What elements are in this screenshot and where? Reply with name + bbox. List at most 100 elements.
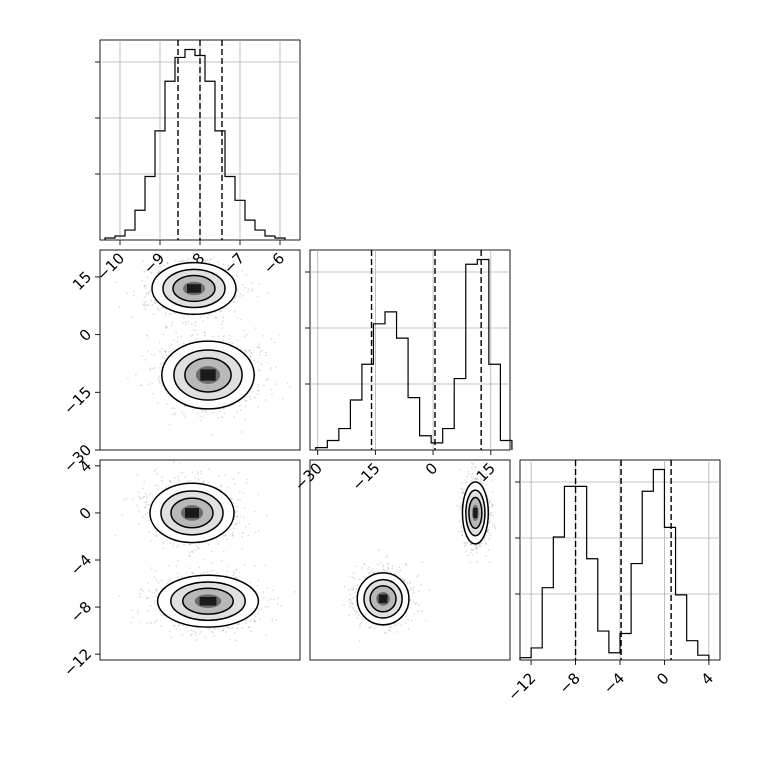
density-peak [187, 284, 201, 293]
sample-point [486, 531, 488, 533]
sample-point [238, 405, 241, 408]
sample-point [146, 622, 149, 625]
sample-point [225, 538, 228, 541]
sample-point [147, 494, 150, 497]
sample-point [368, 626, 371, 629]
sample-point [257, 405, 259, 408]
sample-point [424, 619, 427, 622]
sample-point [228, 341, 231, 344]
sample-point [195, 412, 198, 415]
sample-point [489, 534, 492, 537]
sample-point [259, 618, 261, 621]
sample-point [248, 523, 251, 525]
sample-point [266, 586, 269, 589]
sample-point [200, 630, 203, 633]
sample-point [224, 474, 226, 477]
sample-point [143, 285, 146, 287]
sample-point [475, 466, 477, 469]
sample-point [226, 570, 229, 573]
sample-point [153, 601, 156, 603]
sample-point [383, 569, 386, 572]
histogram-step [315, 258, 513, 450]
sample-point [144, 304, 147, 307]
sample-point [182, 342, 185, 345]
sample-point [144, 296, 147, 298]
sample-point [188, 551, 191, 554]
sample-point [149, 620, 152, 623]
sample-point [217, 335, 220, 338]
sample-point [470, 466, 473, 469]
sample-point [203, 331, 206, 334]
sample-point [234, 505, 237, 508]
sample-point [146, 276, 149, 278]
sample-point [168, 345, 171, 348]
sample-point [466, 475, 469, 478]
sample-point [206, 258, 209, 261]
sample-point [257, 493, 259, 496]
sample-point [138, 596, 141, 598]
sample-point [154, 570, 157, 573]
sample-point [195, 639, 198, 641]
sample-point [153, 260, 156, 263]
sample-point [243, 335, 246, 338]
sample-point [227, 626, 229, 629]
sample-point [373, 628, 376, 630]
sample-point [254, 615, 257, 618]
sample-point [232, 263, 235, 266]
sample-point [256, 295, 259, 298]
sample-point [172, 625, 175, 628]
sample-point [376, 563, 379, 566]
sample-point [254, 531, 257, 534]
sample-point [166, 582, 169, 584]
sample-point [211, 433, 214, 436]
sample-point [169, 578, 171, 581]
sample-point [154, 302, 157, 305]
sample-point [253, 619, 256, 621]
sample-point [237, 623, 239, 626]
sample-point [212, 570, 215, 573]
sample-point [474, 477, 477, 480]
sample-point [189, 480, 192, 482]
histogram-hist-p1 [305, 250, 513, 450]
sample-point [242, 531, 245, 534]
chart-marks: −10−9−8−7−6−30−15015−12−8−404150−15−3040… [60, 40, 720, 704]
sample-point [223, 335, 225, 338]
sample-point [347, 589, 350, 592]
sample-point [459, 496, 462, 499]
sample-point [166, 261, 169, 264]
sample-point [267, 599, 270, 602]
sample-point [263, 597, 265, 599]
sample-point [164, 350, 167, 352]
sample-point [195, 545, 198, 548]
sample-point [186, 260, 189, 263]
sample-point [253, 360, 255, 362]
sample-point [154, 595, 157, 598]
sample-point [242, 294, 245, 297]
sample-point [240, 531, 243, 534]
sample-point [483, 537, 486, 539]
sample-point [199, 415, 202, 418]
sample-point [237, 290, 240, 293]
sample-point [228, 338, 231, 341]
sample-point [188, 555, 191, 558]
sample-point [200, 470, 202, 473]
sample-point [477, 470, 479, 473]
sample-point [245, 622, 247, 625]
sample-point [157, 377, 160, 380]
sample-point [212, 335, 214, 338]
sample-point [257, 389, 260, 392]
sample-point [461, 482, 464, 485]
sample-point [157, 581, 160, 584]
sample-point [264, 351, 267, 354]
sample-point [237, 471, 240, 474]
sample-point [412, 586, 415, 589]
sample-point [141, 589, 144, 592]
sample-point [256, 360, 259, 363]
sample-point [459, 468, 462, 471]
sample-point [215, 316, 218, 319]
sample-point [489, 512, 492, 515]
sample-point [182, 316, 185, 319]
sample-point [266, 378, 269, 380]
sample-point [147, 291, 149, 294]
sample-point [138, 510, 141, 513]
